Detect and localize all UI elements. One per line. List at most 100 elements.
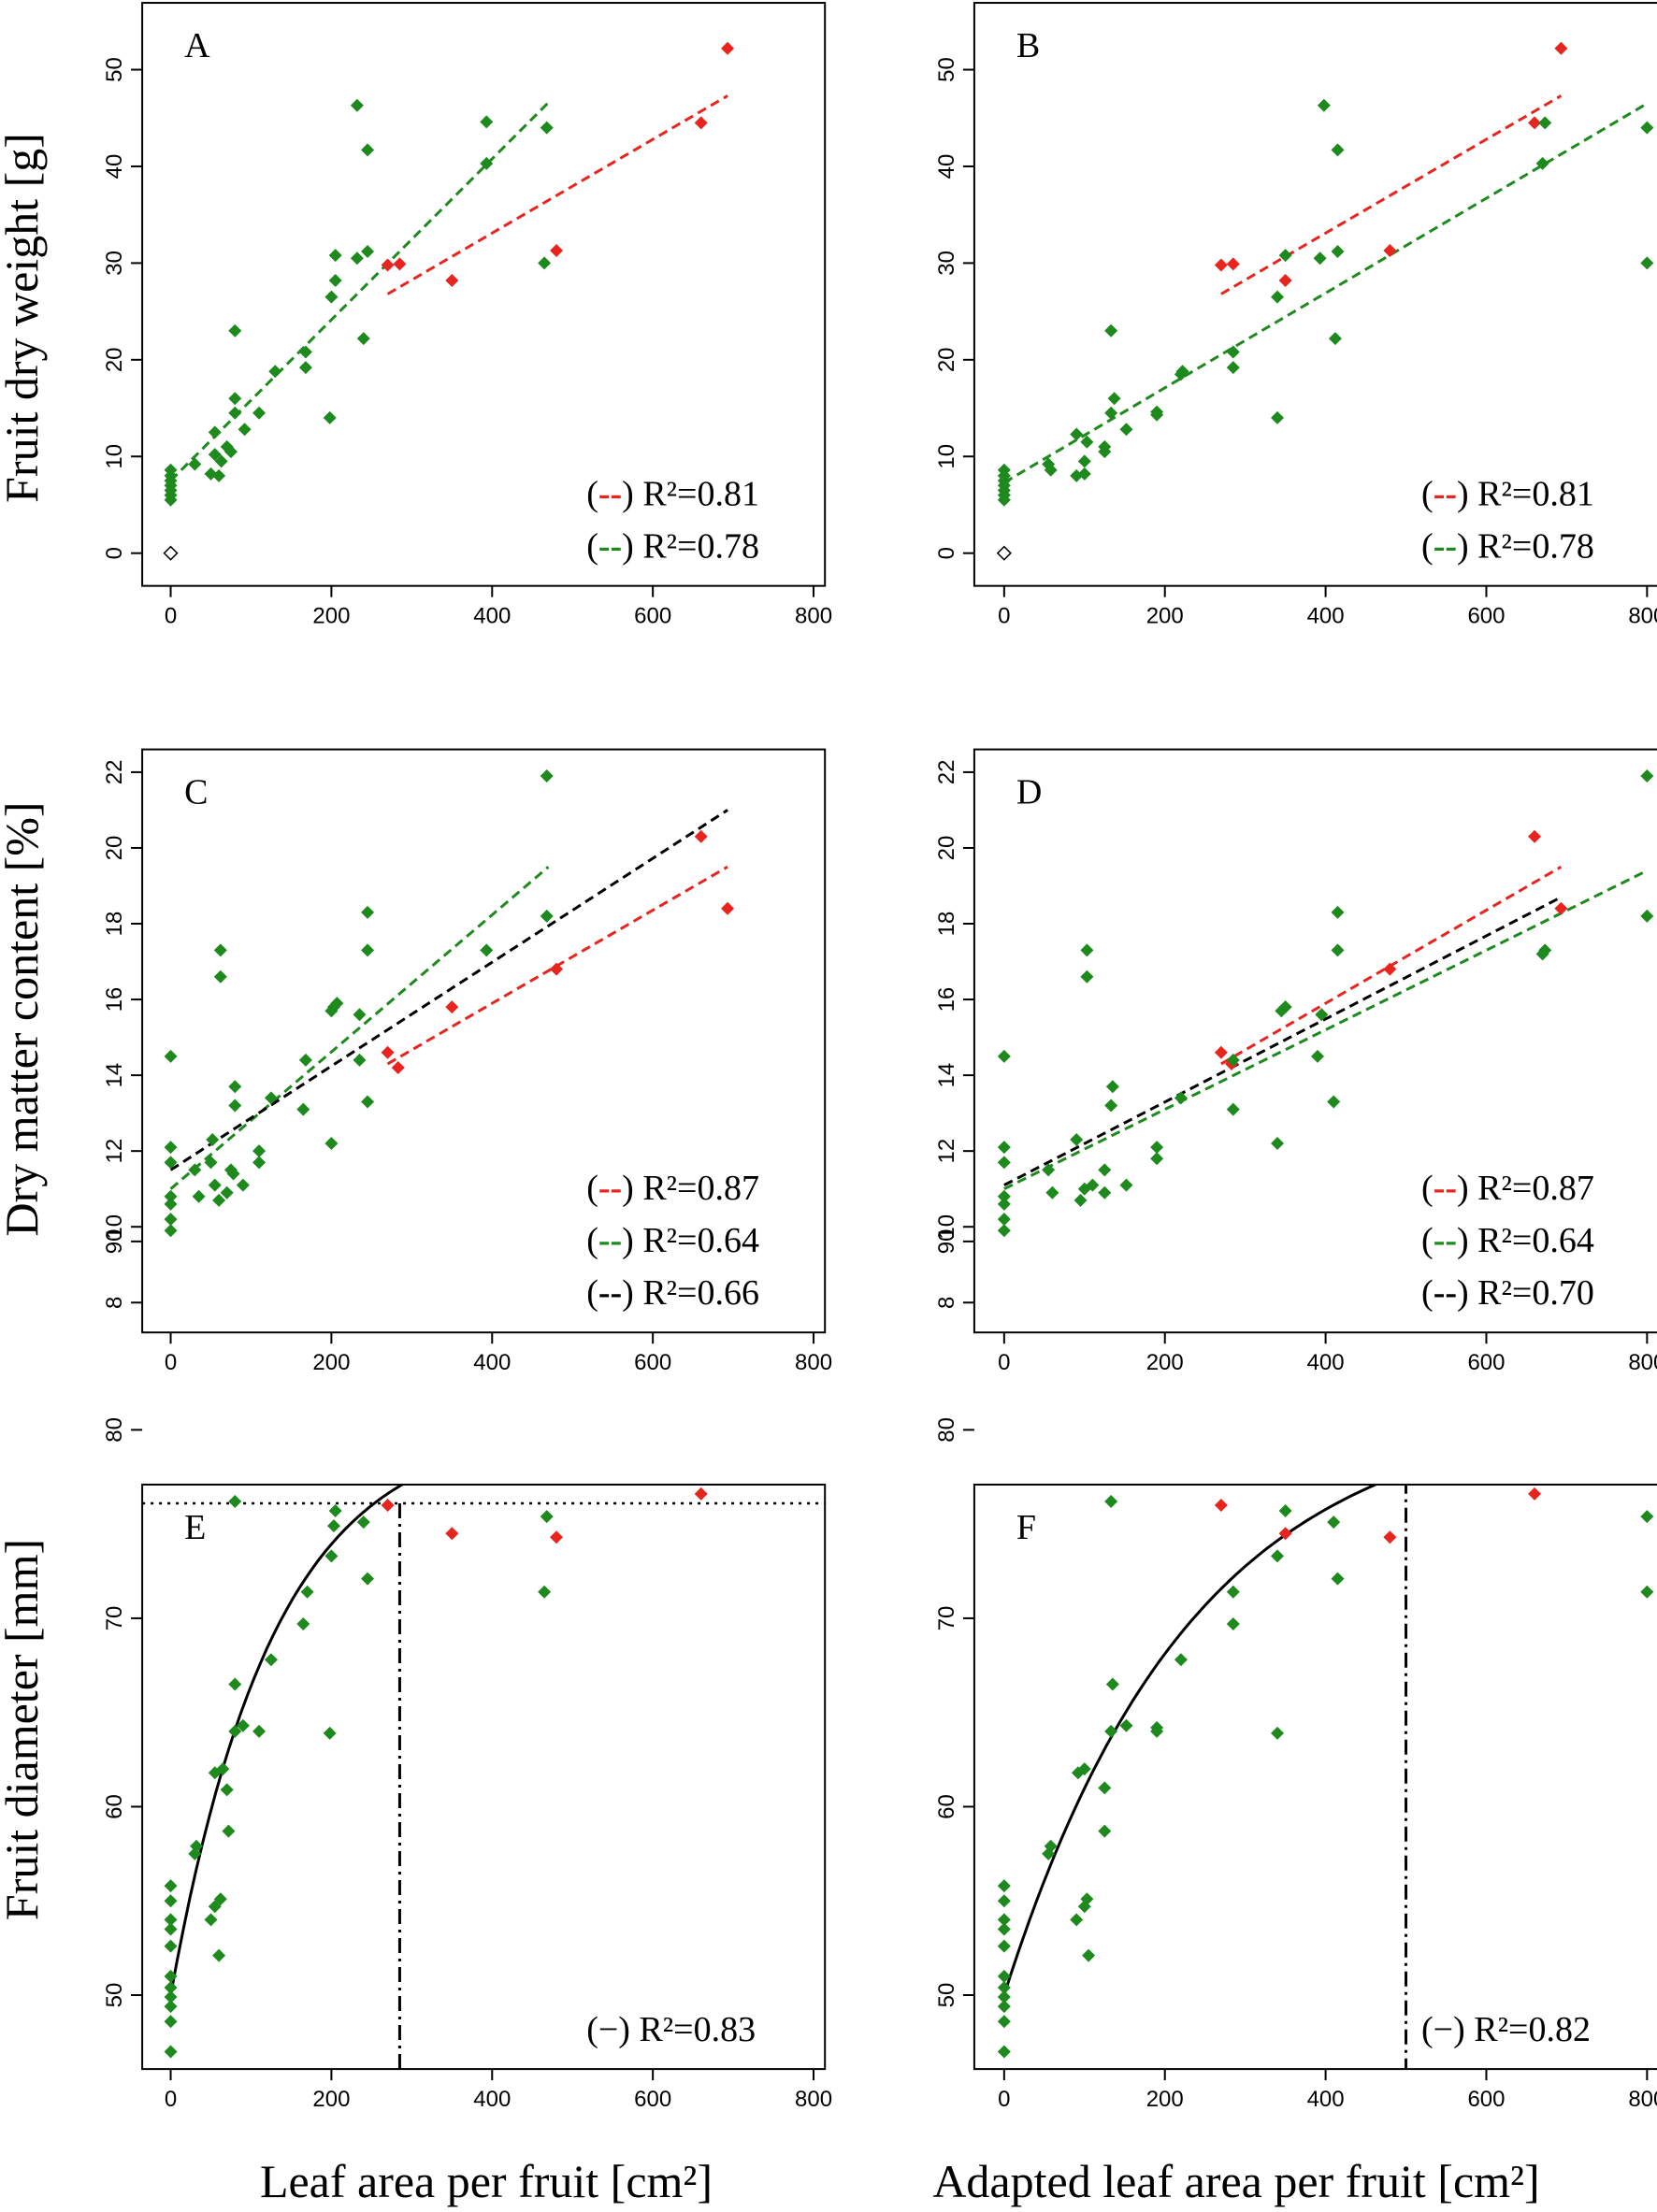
data-point-green [1314,1452,1327,1465]
data-point-red [445,1000,459,1014]
data-point-green [1098,1824,1112,1838]
y-tick-label: 10 [102,444,127,469]
data-point-green [1640,909,1654,923]
data-point-green [236,1178,250,1192]
legend-dash: -- [598,1169,622,1208]
data-point-green [1070,1913,1084,1927]
legend-entry: (--) R²=0.87 [1421,1169,1594,1208]
data-point-green [164,1156,178,1170]
panel-letter: B [1016,26,1040,65]
y-tick-label: 30 [102,251,127,276]
data-point-green [296,1616,310,1630]
y-tick-label: 10 [934,444,959,469]
data-point-green [1098,1185,1112,1199]
data-point-green [538,1585,552,1599]
data-point-green [1174,1091,1188,1105]
data-point-green [351,1452,364,1465]
x-tick-label: 0 [998,1350,1010,1375]
fit-line-black [1003,896,1563,1186]
data-point-green [208,1900,222,1914]
x-tick-label: 600 [1467,1350,1505,1375]
data-point-green [1271,290,1285,304]
y-tick-label: 16 [102,987,127,1013]
y-tick-label: 90 [102,1229,127,1255]
data-point-green [1271,1137,1285,1151]
y-tick-label: 20 [934,347,959,372]
data-point-green [1045,1185,1059,1199]
data-point-green [997,1156,1011,1170]
data-point-green [361,943,375,957]
data-point-green [1271,410,1285,424]
legend-r2-label: R²=0.70 [1477,1273,1594,1313]
legend-r2-label: R²=0.81 [642,475,759,514]
data-point-green [1080,435,1094,449]
plot-area [142,1297,826,2070]
data-point-green [1640,1585,1654,1599]
data-point-green [1311,1049,1325,1063]
data-point-green [204,1156,218,1170]
data-point-green [206,1133,220,1147]
data-point-green [997,1049,1011,1063]
data-point-green [540,1510,554,1524]
data-point-green [361,1572,375,1586]
panel-frame [141,748,827,1334]
y-tick-label: 90 [934,1229,959,1255]
x-tick-label: 800 [795,2087,832,2112]
data-point-green [997,1913,1011,1927]
data-point-red [550,243,564,257]
data-point-green [1535,156,1549,170]
data-point-green [228,406,242,420]
x-tick-label: 200 [1146,2087,1184,2112]
legend-r2-label: R²=0.64 [642,1221,759,1260]
data-point-green [1226,345,1240,359]
data-point-green [1119,423,1133,437]
panel-letter: F [1016,1508,1036,1547]
panel-frame [973,1483,1657,2071]
panel-frame [973,2,1657,587]
data-point-red [393,257,407,271]
legend-entry: (--) R²=0.81 [586,475,759,514]
legend-r2-label: R²=0.64 [1477,1221,1594,1260]
y-tick-label: 0 [934,547,959,559]
data-point-green [216,1762,230,1776]
x-tick-label: 600 [634,2087,671,2112]
data-point-green [164,1224,178,1238]
legend-r2-label: R²=0.66 [642,1273,759,1313]
legend-dash: -- [1434,527,1457,567]
data-point-green [361,143,375,157]
data-point-green [997,1990,1011,2004]
legend-paren: ) [1457,1221,1477,1260]
data-point-green [1098,1781,1112,1795]
data-point-red [1214,1499,1228,1513]
data-point-green [480,156,494,170]
y-tick-label: 20 [102,836,127,861]
y-tick-label: 40 [934,154,959,180]
data-point-green [164,1213,178,1227]
data-point-green [264,1091,278,1105]
data-point-green [1107,392,1121,406]
data-point-green [296,1102,310,1116]
data-point-green [208,425,222,439]
data-point-green [1226,1102,1240,1116]
legend-entry: (--) R²=0.66 [586,1273,759,1313]
x-tick-label: 200 [312,604,350,629]
data-point-red [721,41,735,55]
data-point-red [1528,1487,1542,1501]
data-point-green [236,1718,250,1732]
data-point-green [351,1297,364,1310]
data-point-green [997,1969,1011,1983]
data-point-green [1098,1163,1112,1177]
legend-entry: (--) R²=0.70 [1421,1273,1594,1313]
y-axis-label-row1: Fruit dry weight [g] [0,133,48,503]
data-point-red [550,1530,564,1544]
data-point-green [208,1178,222,1192]
y-tick-label: 70 [934,1606,959,1631]
data-point-green [997,1197,1011,1211]
data-point-green [361,905,375,919]
legend-paren: ) [622,475,642,514]
x-tick-label: 600 [634,604,671,629]
data-point-green [353,1053,367,1067]
data-point-green [1315,1008,1329,1022]
x-tick-label: 0 [165,604,177,629]
